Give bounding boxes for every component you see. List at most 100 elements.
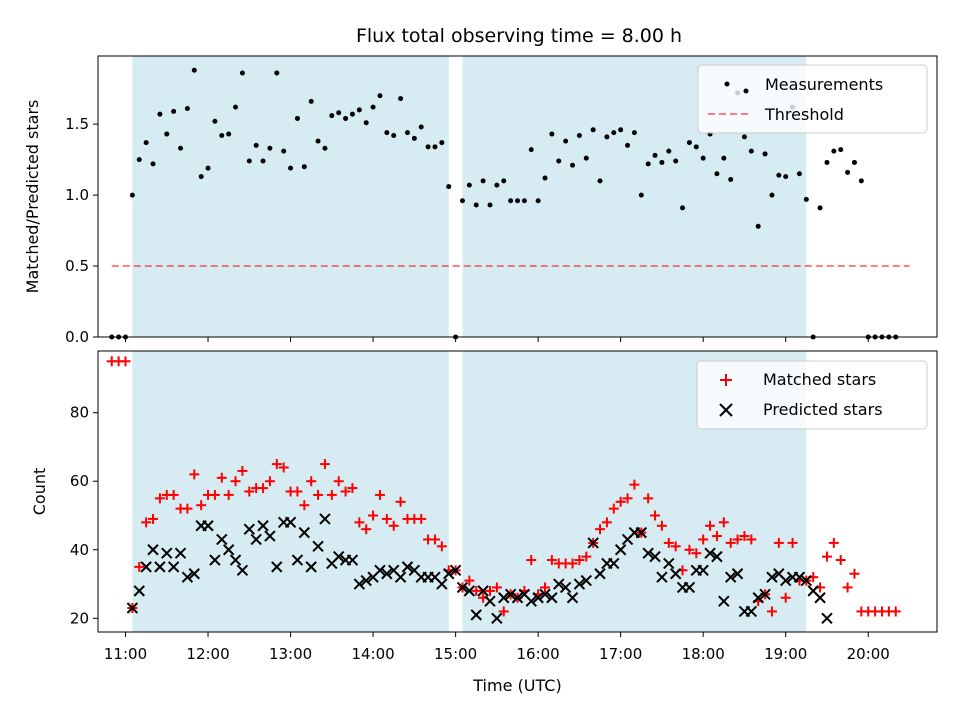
predicted-star-point	[443, 568, 455, 580]
predicted-star-point	[401, 561, 414, 573]
matched-star-point	[319, 459, 330, 470]
measurement-point	[755, 223, 761, 229]
measurement-point	[288, 165, 294, 171]
measurement-point	[515, 198, 520, 204]
measurement-point	[391, 132, 397, 138]
predicted-star-point	[140, 561, 152, 573]
measurement-point	[535, 198, 541, 204]
measurement-point	[129, 192, 135, 198]
measurement-point	[308, 98, 314, 104]
predicted-star-point	[793, 571, 806, 583]
top-y-axis-label: Matched/Predicted stars	[23, 100, 42, 294]
measurement-point	[721, 155, 727, 161]
x-tick-label: 18:00	[682, 645, 725, 663]
measurement-point	[590, 127, 596, 133]
measurement-point	[748, 148, 754, 154]
predicted-star-point	[821, 612, 833, 624]
measurement-point	[267, 145, 273, 151]
matched-star-point	[464, 575, 475, 586]
predicted-star-point	[504, 588, 517, 601]
predicted-star-point	[319, 513, 331, 525]
matched-star-point	[526, 555, 537, 566]
measurement-point	[845, 169, 851, 175]
matched-star-point	[354, 517, 365, 528]
x-tick-label: 13:00	[269, 645, 312, 663]
measurement-point	[638, 192, 644, 198]
top-shaded-spans	[132, 56, 807, 337]
measurement-legend-marker	[724, 81, 730, 87]
measurement-point	[349, 111, 355, 117]
matched-star-point	[835, 555, 846, 566]
predicted-star-point	[161, 547, 173, 559]
matched-star-point	[739, 531, 750, 542]
matched-stars-points	[106, 356, 901, 617]
predicted-star-point	[298, 526, 311, 539]
measurement-point	[301, 164, 307, 170]
measurement-point	[219, 132, 225, 138]
measurement-point	[487, 202, 493, 208]
measurement-points	[109, 67, 899, 340]
matched-star-point	[780, 592, 791, 603]
predicted-star-point	[147, 544, 159, 556]
measurement-point	[618, 127, 624, 133]
matched-star-point	[237, 465, 248, 476]
matched-star-point	[705, 520, 716, 531]
x-tick-label: 12:00	[186, 645, 229, 663]
predicted-star-point	[236, 564, 249, 577]
matched-star-point	[395, 496, 406, 507]
measurement-point	[858, 178, 864, 184]
measurement-point	[652, 152, 658, 158]
matched-star-point	[567, 558, 578, 569]
measurement-point	[762, 151, 768, 157]
matched-star-point	[491, 582, 502, 593]
bottom-y-ticks: 20 40 60 80	[70, 404, 98, 627]
top-panel: 0.0 0.5 1.0 1.5 Matched/Predicted stars Mea…	[23, 55, 938, 346]
measurement-point	[233, 104, 239, 110]
matched-star-point	[629, 479, 640, 490]
predicted-star-point	[271, 561, 283, 573]
matched-star-point	[189, 469, 200, 480]
predicted-star-point	[573, 578, 586, 590]
predicted-star-point	[553, 578, 565, 590]
matched-star-point	[120, 356, 131, 367]
measurement-point	[260, 158, 266, 164]
matched-star-point	[436, 541, 447, 552]
measurement-point	[432, 144, 438, 150]
measurement-point	[831, 148, 837, 154]
top-legend: Measurements Threshold	[697, 64, 928, 134]
predicted-star-point	[656, 571, 668, 583]
measurement-point	[459, 198, 465, 204]
matched-star-point	[340, 486, 351, 497]
predicted-star-point	[470, 609, 482, 621]
matched-star-point	[663, 537, 674, 548]
measurement-point	[384, 130, 390, 136]
legend-measurements-label: Measurements	[765, 75, 883, 94]
predicted-star-point	[126, 602, 139, 614]
measurement-point	[494, 182, 500, 188]
predicted-star-point	[491, 612, 503, 624]
predicted-star-point	[353, 578, 366, 590]
measurement-point	[803, 196, 809, 202]
measurement-point	[659, 159, 665, 165]
predicted-star-point	[133, 585, 145, 597]
legend-matched-label: Matched stars	[763, 370, 876, 389]
predicted-stars-points	[126, 513, 833, 624]
predicted-star-point	[580, 574, 592, 587]
predicted-star-point	[718, 595, 730, 607]
predicted-star-point	[566, 592, 579, 604]
matched-star-point	[347, 483, 358, 494]
measurement-point	[769, 192, 775, 198]
matched-star-point	[429, 534, 440, 545]
matched-star-point	[821, 551, 832, 562]
matched-star-point	[141, 517, 152, 528]
measurement-point	[728, 176, 734, 182]
matched-star-point	[595, 524, 606, 535]
measurement-point	[824, 159, 830, 165]
matched-star-point	[374, 489, 385, 500]
measurement-point	[741, 134, 747, 140]
measurement-point	[425, 144, 431, 150]
measurement-point	[191, 67, 197, 73]
predicted-star-point	[608, 557, 620, 570]
measurement-point	[418, 124, 424, 130]
predicted-star-point	[546, 592, 558, 604]
